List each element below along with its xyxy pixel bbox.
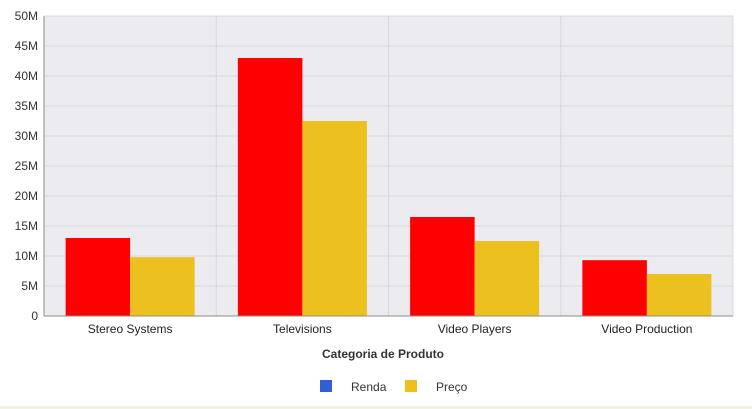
legend-label-preco[interactable]: Preço bbox=[436, 380, 468, 394]
y-tick-label: 20M bbox=[15, 189, 38, 203]
y-tick-label: 5M bbox=[21, 279, 38, 293]
bar-renda[interactable] bbox=[65, 238, 131, 316]
y-tick-label: 0 bbox=[31, 309, 38, 323]
bottom-divider bbox=[0, 406, 752, 409]
y-tick-label: 15M bbox=[15, 219, 38, 233]
y-tick-label: 10M bbox=[15, 249, 38, 263]
legend-label-renda[interactable]: Renda bbox=[351, 380, 387, 394]
bar-renda[interactable] bbox=[410, 217, 475, 316]
bar-renda[interactable] bbox=[582, 260, 647, 316]
x-category-label: Stereo Systems bbox=[88, 322, 173, 336]
x-category-label: Video Players bbox=[438, 322, 512, 336]
bar-preco[interactable] bbox=[130, 257, 195, 316]
y-tick-label: 45M bbox=[15, 39, 38, 53]
legend-swatch-preco[interactable] bbox=[405, 380, 417, 392]
bar-renda[interactable] bbox=[237, 58, 303, 316]
x-axis-categories: Stereo Systems Televisions Video Players Vi… bbox=[88, 322, 693, 336]
bar-preco[interactable] bbox=[646, 274, 712, 316]
y-tick-label: 40M bbox=[15, 69, 38, 83]
x-category-label: Televisions bbox=[273, 322, 332, 336]
x-category-label: Video Production bbox=[601, 322, 692, 336]
y-tick-label: 30M bbox=[15, 129, 38, 143]
bar-preco[interactable] bbox=[474, 241, 540, 316]
y-tick-label: 50M bbox=[15, 9, 38, 23]
y-axis-ticks: 0 5M 10M 15M 20M 25M 30M 35M 40M 45M 50M bbox=[15, 9, 39, 323]
x-axis-title: Categoria de Produto bbox=[322, 347, 444, 361]
legend: Renda Preço bbox=[320, 380, 468, 394]
legend-swatch-renda[interactable] bbox=[320, 380, 332, 392]
y-tick-label: 35M bbox=[15, 99, 38, 113]
plot-area bbox=[43, 15, 734, 317]
y-tick-label: 25M bbox=[15, 159, 38, 173]
bar-preco[interactable] bbox=[302, 121, 367, 316]
